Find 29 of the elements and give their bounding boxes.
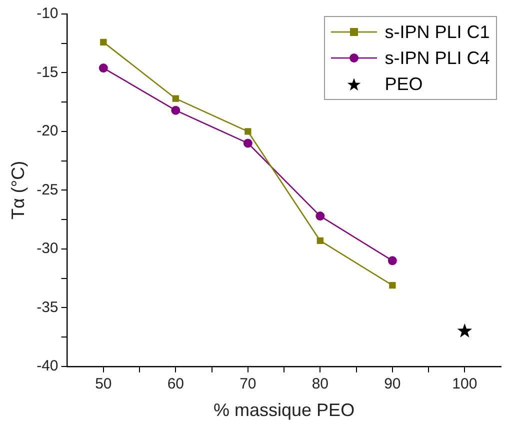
point: [243, 138, 252, 148]
point: [389, 282, 396, 289]
y-tick-label: -10: [36, 5, 58, 22]
x-tick-label: 50: [95, 376, 112, 393]
point: [244, 128, 252, 135]
point: [98, 64, 108, 73]
x-tick-label: 100: [452, 376, 478, 393]
y-tick-label: -20: [36, 122, 58, 140]
point: [100, 38, 107, 46]
y-tick-label: -30: [36, 240, 58, 258]
x-tick-label: 90: [384, 376, 401, 393]
x-tick-label: 70: [240, 376, 256, 393]
y-axis-title: Tα (°C): [8, 160, 28, 220]
x-tick-label: 80: [312, 376, 329, 393]
legend-label: PEO: [384, 74, 423, 94]
point: [388, 256, 397, 266]
x-tick-label: 60: [167, 376, 184, 393]
x-axis-title: % massique PEO: [214, 400, 355, 420]
point: [316, 212, 325, 221]
legend-label: s-IPN PLI C4: [384, 48, 490, 68]
y-tick-label: -40: [36, 358, 58, 375]
point: [316, 237, 324, 244]
y-tick-label: -25: [36, 181, 58, 198]
y-tick-label: -35: [36, 298, 58, 316]
legend-label: s-IPN PLI C1: [384, 22, 490, 42]
y-tick-label: -15: [36, 64, 58, 81]
point: [171, 106, 180, 115]
point: [172, 95, 179, 102]
point: [457, 323, 472, 338]
